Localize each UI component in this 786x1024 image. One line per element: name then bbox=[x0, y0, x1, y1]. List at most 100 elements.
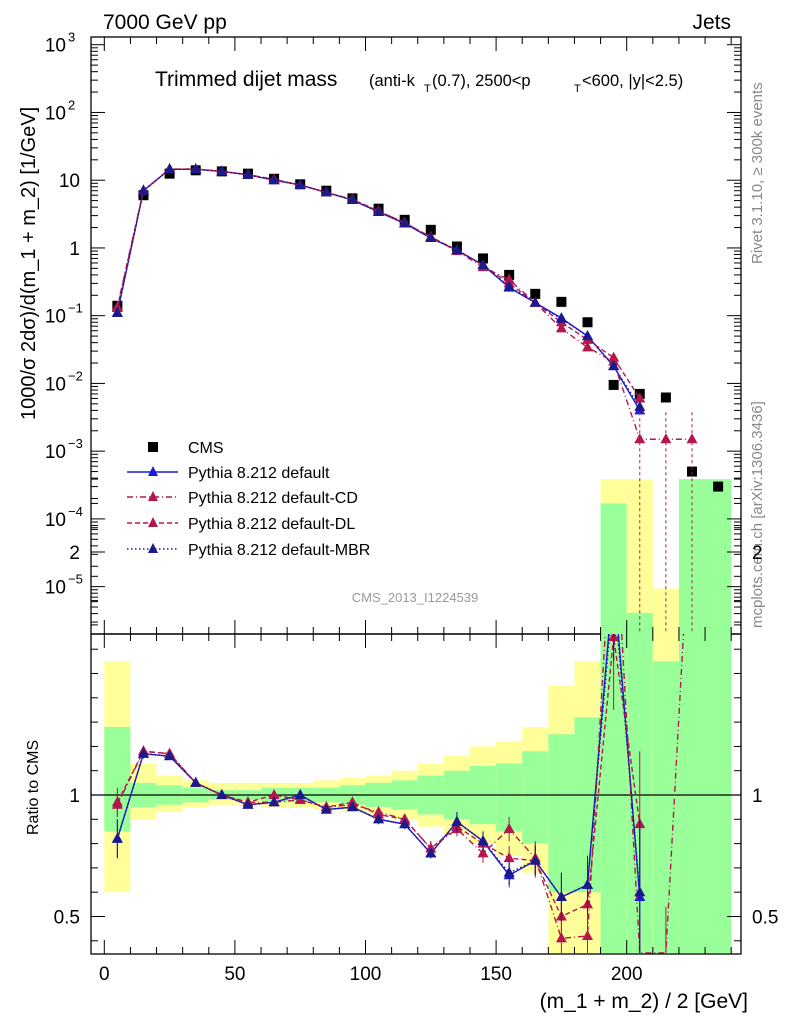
ratio-point bbox=[399, 818, 411, 829]
y-tick-exponent: −2 bbox=[68, 368, 83, 383]
y-tick-exponent: 3 bbox=[68, 30, 75, 45]
y-tick-exponent: 2 bbox=[68, 97, 75, 112]
y-tick-label: 10 bbox=[45, 307, 66, 328]
legend-marker-default bbox=[148, 466, 158, 476]
legend-marker-default-mbr bbox=[148, 543, 158, 553]
data-point bbox=[608, 351, 620, 362]
ratio-point bbox=[477, 835, 489, 846]
data-point bbox=[582, 341, 594, 352]
ratio-point bbox=[268, 789, 280, 799]
series-line bbox=[116, 168, 641, 408]
y-tick-exponent: −1 bbox=[68, 301, 83, 316]
ratio-point bbox=[373, 813, 385, 824]
series-2 bbox=[111, 163, 698, 444]
data-point bbox=[687, 466, 697, 477]
ratio-y-tick-label-right: 0.5 bbox=[752, 908, 778, 929]
cd-tail-errors bbox=[639, 412, 693, 634]
data-point bbox=[190, 163, 202, 174]
ratio-point bbox=[320, 803, 332, 814]
ratio-uncertainty-bands bbox=[104, 479, 732, 953]
band-green bbox=[705, 479, 732, 953]
legend-label-default-cd: Pythia 8.212 default-CD bbox=[188, 490, 358, 507]
data-point bbox=[478, 253, 489, 264]
ratio-point bbox=[111, 832, 123, 843]
data-point bbox=[634, 400, 646, 411]
y-tick-label: 10 bbox=[45, 578, 66, 599]
ratio-point bbox=[190, 776, 202, 787]
main-y-axis-title: 1000/σ 2dσ)/d(m_1 + m_2) [1/GeV] bbox=[18, 107, 40, 420]
legend-label-default-dl: Pythia 8.212 default-DL bbox=[188, 516, 355, 533]
ratio-point bbox=[503, 823, 515, 834]
data-point bbox=[608, 379, 619, 390]
ratio-point bbox=[137, 747, 149, 758]
legend-label-default: Pythia 8.212 default bbox=[188, 465, 330, 482]
ratio-point bbox=[555, 891, 567, 902]
data-point bbox=[451, 244, 463, 255]
legend-label-default-mbr: Pythia 8.212 default-MBR bbox=[188, 542, 370, 559]
y-tick-label: 10 bbox=[45, 442, 66, 463]
data-point bbox=[503, 280, 515, 291]
y-tick-exponent: −4 bbox=[68, 504, 83, 519]
ratio-point bbox=[503, 852, 515, 863]
y-tick-label: 10 bbox=[59, 171, 80, 192]
ratio-point bbox=[111, 796, 123, 807]
x-tick-label: 150 bbox=[480, 964, 512, 985]
legend-item-default-cd: Pythia 8.212 default-CD bbox=[127, 490, 358, 507]
x-tick-label: 100 bbox=[350, 964, 382, 985]
data-point bbox=[582, 317, 593, 328]
data-point bbox=[425, 232, 437, 243]
data-point bbox=[138, 190, 149, 201]
ratio-point bbox=[582, 878, 594, 889]
data-point bbox=[111, 306, 123, 317]
title-sub-t1: T bbox=[424, 83, 431, 95]
ratio-point bbox=[242, 798, 254, 809]
band-green bbox=[678, 479, 706, 953]
series-1 bbox=[111, 163, 646, 415]
ratio-point bbox=[346, 801, 358, 812]
mcplots-label: mcplots.cern.ch [arXiv:1306.3436] bbox=[749, 401, 766, 628]
main-series-layer bbox=[111, 163, 724, 634]
data-point bbox=[660, 392, 671, 403]
data-point bbox=[216, 165, 228, 176]
ratio-series-3 bbox=[111, 634, 646, 953]
y-tick-label: 10 bbox=[45, 36, 66, 57]
title-sub-1: (anti-k bbox=[369, 72, 416, 90]
y-tick-label: 10 bbox=[45, 103, 66, 124]
band-green bbox=[652, 661, 679, 953]
ratio-y-tick-label-right: 2 bbox=[752, 543, 763, 564]
ratio-point bbox=[451, 815, 463, 826]
data-point bbox=[477, 259, 489, 270]
ratio-y-tick-label: 2 bbox=[69, 543, 80, 564]
ratio-point bbox=[529, 854, 541, 865]
ratio-panel-frame bbox=[90, 633, 742, 955]
x-tick-label: 50 bbox=[224, 964, 245, 985]
y-tick-label: 10 bbox=[45, 374, 66, 395]
plot-title: Trimmed dijet mass (anti-k T (0.7), 2500… bbox=[155, 68, 683, 95]
ratio-y-tick-label-right: 1 bbox=[752, 786, 763, 807]
ratio-point bbox=[634, 886, 646, 897]
data-point bbox=[555, 322, 567, 333]
x-tick-label: 0 bbox=[99, 964, 110, 985]
legend-label-cms: CMS bbox=[188, 440, 224, 457]
data-point bbox=[608, 360, 620, 371]
data-point bbox=[137, 184, 149, 195]
title-sub-3: <600, |y|<2.5) bbox=[582, 72, 683, 90]
data-point bbox=[164, 168, 175, 179]
data-point bbox=[373, 205, 385, 216]
band-green bbox=[522, 751, 549, 844]
data-point bbox=[294, 178, 306, 189]
ratio-point bbox=[216, 789, 228, 799]
title-sub-2: (0.7), 2500<p bbox=[432, 72, 531, 90]
ratio-series-layer bbox=[111, 634, 685, 954]
title-sub-t2: T bbox=[574, 83, 581, 95]
data-point bbox=[164, 163, 176, 174]
data-point bbox=[529, 296, 541, 307]
energy-label: 7000 GeV pp bbox=[103, 11, 227, 34]
ratio-point bbox=[294, 789, 306, 799]
data-point bbox=[634, 392, 646, 403]
ratio-y-axis-title: Ratio to CMS bbox=[25, 740, 42, 835]
legend-marker-cms bbox=[148, 442, 158, 452]
series-line bbox=[116, 168, 692, 440]
y-tick-label: 1 bbox=[69, 239, 80, 260]
